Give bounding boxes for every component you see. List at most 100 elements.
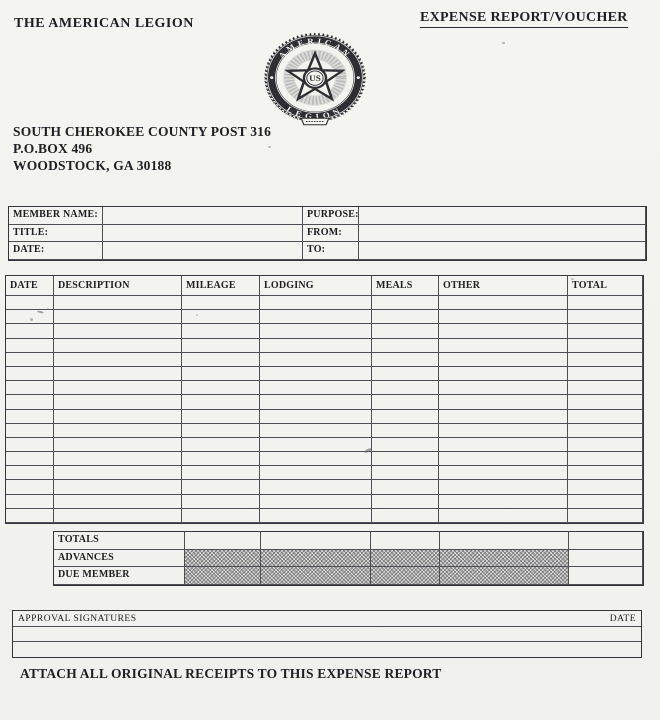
expense-cell[interactable] [372, 508, 439, 523]
expense-cell[interactable] [54, 480, 182, 495]
totals-other-cell[interactable] [440, 532, 569, 550]
expense-cell[interactable] [568, 338, 643, 353]
expense-cell[interactable] [568, 366, 643, 382]
expense-cell[interactable] [54, 366, 182, 382]
expense-cell[interactable] [260, 423, 372, 438]
expense-cell[interactable] [182, 508, 260, 523]
member-name-field[interactable] [103, 207, 303, 225]
expense-cell[interactable] [568, 310, 643, 325]
expense-cell[interactable] [6, 480, 54, 495]
date-field[interactable] [103, 242, 303, 260]
expense-cell[interactable] [372, 366, 439, 382]
expense-cell[interactable] [439, 466, 568, 481]
expense-cell[interactable] [372, 296, 439, 311]
expense-cell[interactable] [439, 338, 568, 353]
expense-cell[interactable] [372, 452, 439, 467]
expense-cell[interactable] [372, 310, 439, 325]
expense-cell[interactable] [568, 508, 643, 523]
signature-line-2[interactable] [13, 642, 641, 657]
expense-cell[interactable] [372, 352, 439, 367]
expense-cell[interactable] [54, 508, 182, 523]
expense-cell[interactable] [372, 409, 439, 424]
expense-cell[interactable] [54, 310, 182, 325]
expense-cell[interactable] [6, 395, 54, 410]
expense-cell[interactable] [568, 466, 643, 481]
expense-cell[interactable] [439, 381, 568, 396]
expense-cell[interactable] [568, 437, 643, 453]
expense-cell[interactable] [54, 296, 182, 311]
expense-cell[interactable] [439, 452, 568, 467]
expense-cell[interactable] [54, 437, 182, 453]
expense-cell[interactable] [260, 508, 372, 523]
expense-cell[interactable] [372, 381, 439, 396]
expense-cell[interactable] [182, 452, 260, 467]
expense-cell[interactable] [54, 494, 182, 509]
expense-cell[interactable] [372, 423, 439, 438]
expense-cell[interactable] [568, 494, 643, 509]
expense-cell[interactable] [439, 366, 568, 382]
expense-cell[interactable] [372, 437, 439, 453]
expense-cell[interactable] [568, 296, 643, 311]
expense-cell[interactable] [372, 395, 439, 410]
expense-cell[interactable] [6, 466, 54, 481]
expense-cell[interactable] [439, 480, 568, 495]
expense-cell[interactable] [6, 423, 54, 438]
expense-cell[interactable] [372, 466, 439, 481]
expense-cell[interactable] [54, 395, 182, 410]
expense-cell[interactable] [182, 296, 260, 311]
expense-cell[interactable] [182, 466, 260, 481]
expense-cell[interactable] [260, 324, 372, 339]
expense-cell[interactable] [260, 352, 372, 367]
expense-cell[interactable] [372, 324, 439, 339]
expense-cell[interactable] [260, 395, 372, 410]
expense-cell[interactable] [54, 409, 182, 424]
expense-cell[interactable] [6, 508, 54, 523]
expense-cell[interactable] [260, 437, 372, 453]
expense-cell[interactable] [439, 423, 568, 438]
expense-cell[interactable] [439, 310, 568, 325]
due-member-total-cell[interactable] [569, 567, 643, 586]
expense-cell[interactable] [6, 409, 54, 424]
expense-cell[interactable] [439, 494, 568, 509]
expense-cell[interactable] [6, 366, 54, 382]
expense-cell[interactable] [54, 338, 182, 353]
expense-cell[interactable] [6, 437, 54, 453]
expense-cell[interactable] [372, 338, 439, 353]
expense-cell[interactable] [568, 352, 643, 367]
expense-cell[interactable] [439, 508, 568, 523]
expense-cell[interactable] [182, 352, 260, 367]
expense-cell[interactable] [182, 480, 260, 495]
expense-cell[interactable] [182, 310, 260, 325]
expense-cell[interactable] [182, 409, 260, 424]
expense-cell[interactable] [6, 452, 54, 467]
expense-cell[interactable] [372, 494, 439, 509]
expense-cell[interactable] [568, 480, 643, 495]
expense-cell[interactable] [260, 310, 372, 325]
expense-cell[interactable] [6, 494, 54, 509]
expense-cell[interactable] [568, 452, 643, 467]
expense-cell[interactable] [260, 480, 372, 495]
expense-cell[interactable] [568, 324, 643, 339]
expense-cell[interactable] [182, 494, 260, 509]
expense-cell[interactable] [260, 366, 372, 382]
expense-cell[interactable] [439, 296, 568, 311]
expense-cell[interactable] [54, 452, 182, 467]
expense-cell[interactable] [54, 466, 182, 481]
expense-cell[interactable] [439, 324, 568, 339]
expense-cell[interactable] [182, 437, 260, 453]
expense-cell[interactable] [439, 409, 568, 424]
expense-cell[interactable] [6, 352, 54, 367]
to-field[interactable] [359, 242, 646, 260]
expense-cell[interactable] [182, 324, 260, 339]
expense-cell[interactable] [260, 494, 372, 509]
expense-cell[interactable] [6, 324, 54, 339]
title-field[interactable] [103, 224, 303, 242]
totals-lodging-cell[interactable] [261, 532, 371, 550]
expense-cell[interactable] [439, 437, 568, 453]
expense-cell[interactable] [54, 423, 182, 438]
expense-cell[interactable] [372, 480, 439, 495]
expense-cell[interactable] [54, 324, 182, 339]
expense-cell[interactable] [439, 395, 568, 410]
expense-cell[interactable] [260, 381, 372, 396]
expense-cell[interactable] [6, 381, 54, 396]
